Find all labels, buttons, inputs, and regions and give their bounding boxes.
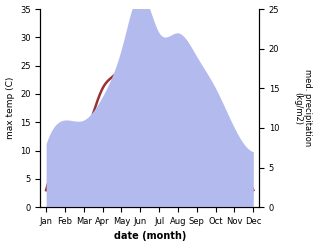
Y-axis label: max temp (C): max temp (C) — [5, 77, 15, 139]
Y-axis label: med. precipitation
(kg/m2): med. precipitation (kg/m2) — [293, 69, 313, 147]
X-axis label: date (month): date (month) — [114, 231, 186, 242]
